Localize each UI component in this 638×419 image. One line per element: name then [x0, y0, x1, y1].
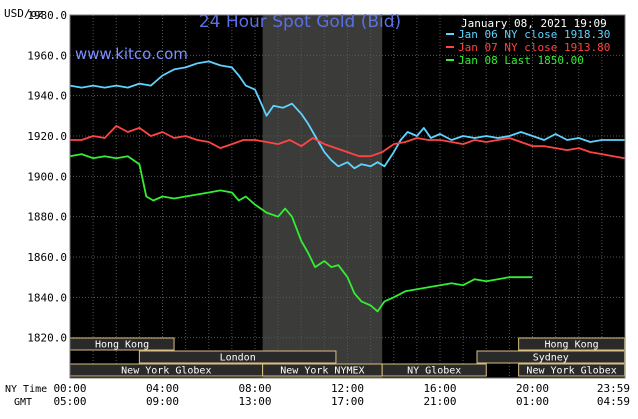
market-session-label: New York NYMEX [280, 366, 364, 377]
y-tick-label: 1880.0 [27, 211, 67, 224]
x-tick-label-ny: 00:00 [53, 382, 86, 395]
series-line-2 [70, 125, 625, 160]
x-tick-label-gmt: 17:00 [331, 395, 364, 408]
market-session-label: Hong Kong [544, 340, 598, 351]
x-tick-label-gmt: 09:00 [146, 395, 179, 408]
x-tick-label-ny: 12:00 [331, 382, 364, 395]
x-tick-label-ny: 23:59 [597, 382, 630, 395]
market-session-label: Sydney [533, 353, 569, 364]
y-tick-label: 1860.0 [27, 251, 67, 264]
series-line-3 [69, 153, 533, 313]
y-tick-label: 1980.0 [27, 9, 67, 22]
series-line-1 [69, 60, 625, 170]
plot-border [69, 14, 626, 379]
x-tick-label-ny: 08:00 [238, 382, 271, 395]
gmt-label: GMT [14, 397, 32, 408]
y-tick-label: 1960.0 [27, 49, 67, 62]
x-tick-label-gmt: 21:00 [423, 395, 456, 408]
legend-entry: Jan 07 NY close 1913.80 [458, 41, 610, 54]
market-session-bar [138, 350, 337, 364]
x-tick-label-gmt: 04:59 [597, 395, 630, 408]
x-tick-label-gmt: 05:00 [53, 395, 86, 408]
y-tick-label: 1940.0 [27, 90, 67, 103]
watermark: www.kitco.com [75, 45, 188, 63]
y-tick-label: 1840.0 [27, 291, 67, 304]
x-tick-label-ny: 16:00 [423, 382, 456, 395]
legend-entry: Jan 08 Last 1850.00 [458, 54, 584, 67]
x-tick-label-ny: 04:00 [146, 382, 179, 395]
market-session-label: New York Globex [526, 366, 616, 377]
market-session-label: New York Globex [121, 366, 211, 377]
chart-title: 24 Hour Spot Gold (Bid) [199, 12, 401, 32]
market-session-label: Hong Kong [95, 340, 149, 351]
legend-entry: Jan 06 NY close 1918.30 [458, 28, 610, 41]
x-tick-label-gmt: 13:00 [238, 395, 271, 408]
x-tick-label-ny: 20:00 [516, 382, 549, 395]
market-session-bar [381, 363, 487, 377]
y-tick-label: 1920.0 [27, 130, 67, 143]
nymex-shade [262, 15, 383, 378]
market-session-label: NY Globex [407, 366, 461, 377]
x-tick-label-gmt: 01:00 [516, 395, 549, 408]
ny-time-label: NY Time [5, 384, 47, 395]
market-session-label: London [220, 353, 256, 364]
y-tick-label: 1820.0 [27, 332, 67, 345]
y-axis-label: USD/oz [4, 7, 44, 20]
date-label: January 08, 2021 19:09 [461, 17, 607, 30]
y-tick-label: 1900.0 [27, 170, 67, 183]
